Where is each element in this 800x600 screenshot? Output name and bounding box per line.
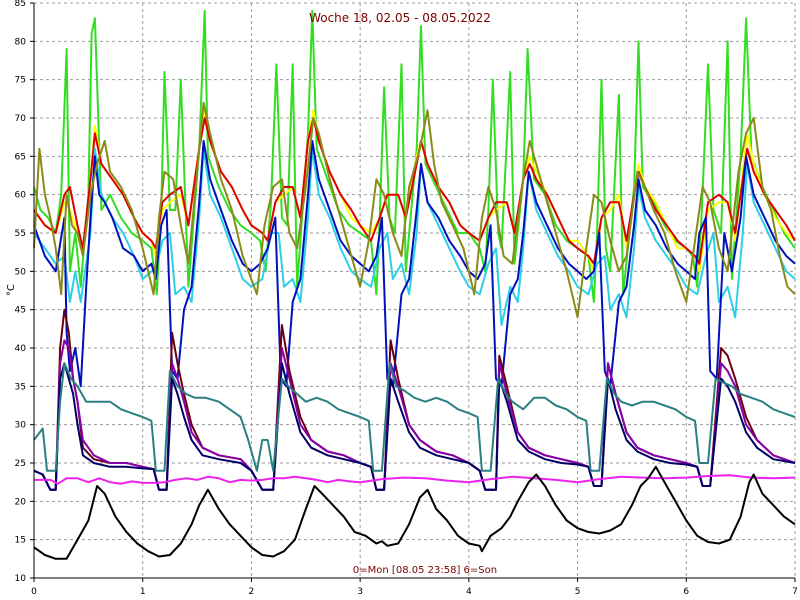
y-axis-label: °C bbox=[6, 284, 17, 296]
chart-title: Woche 18, 02.05 - 08.05.2022 bbox=[309, 11, 491, 25]
y-tick-label: 80 bbox=[15, 37, 27, 47]
y-tick-label: 20 bbox=[15, 497, 27, 507]
series-line-5 bbox=[33, 140, 796, 388]
y-tick-label: 75 bbox=[15, 76, 26, 86]
series-line-11 bbox=[34, 474, 796, 485]
y-tick-label: 50 bbox=[15, 267, 27, 277]
x-tick-label: 1 bbox=[140, 587, 146, 597]
x-tick-label: 6 bbox=[683, 587, 689, 597]
x-tick-label: 7 bbox=[792, 587, 798, 597]
x-tick-label: 2 bbox=[249, 587, 255, 597]
y-tick-label: 40 bbox=[15, 344, 27, 354]
y-tick-label: 70 bbox=[15, 114, 27, 124]
x-tick-label: 5 bbox=[575, 587, 581, 597]
y-tick-label: 60 bbox=[15, 191, 27, 201]
y-tick-label: 55 bbox=[15, 229, 26, 239]
y-tick-label: 30 bbox=[15, 421, 27, 431]
x-tick-label: 0 bbox=[31, 587, 37, 597]
y-tick-label: 45 bbox=[15, 306, 26, 316]
series-line-3 bbox=[33, 117, 796, 265]
axes bbox=[30, 2, 796, 582]
x-tick-label: 4 bbox=[466, 587, 472, 597]
series-layer bbox=[33, 9, 796, 560]
series-line-10 bbox=[33, 362, 796, 472]
chart-footer: 0=Mon [08.05 23:58] 6=Son bbox=[353, 565, 497, 576]
y-tick-label: 25 bbox=[15, 459, 26, 469]
y-tick-label: 10 bbox=[15, 574, 27, 584]
y-tick-labels: 10 15 20 25 30 35 40 45 50 55 60 65 70 75 80 85 bbox=[15, 0, 27, 584]
series-line-12 bbox=[33, 465, 796, 560]
series-line-9 bbox=[33, 362, 796, 491]
series-line-6 bbox=[33, 101, 796, 319]
y-tick-label: 85 bbox=[15, 0, 26, 9]
y-tick-label: 65 bbox=[15, 152, 26, 162]
x-tick-labels: 0 1 2 3 4 5 6 7 bbox=[31, 587, 798, 597]
y-tick-label: 35 bbox=[15, 382, 26, 392]
y-tick-label: 15 bbox=[15, 536, 26, 546]
x-tick-label: 3 bbox=[357, 587, 363, 597]
